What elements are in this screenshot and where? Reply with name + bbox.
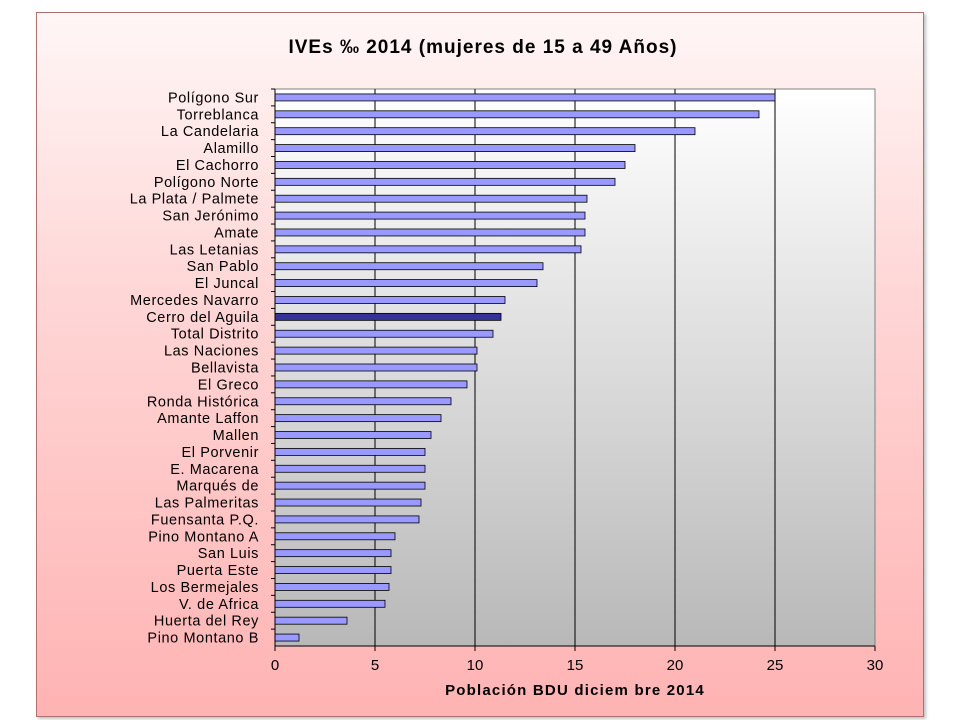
bar [274, 481, 426, 490]
bar-chart: IVEs ‰ 2014 (mujeres de 15 a 49 Años) Po… [130, 37, 884, 699]
category-label: V. de Africa [179, 597, 259, 613]
bars [274, 93, 776, 642]
x-axis-label: Población BDU diciem bre 2014 [445, 682, 705, 699]
category-label: Polígono Norte [154, 175, 259, 191]
x-tick-label: 0 [271, 657, 279, 674]
category-label: San Jerónimo [162, 209, 259, 225]
bar [274, 616, 348, 625]
bar [274, 447, 426, 456]
category-label: Fuensanta P.Q. [151, 512, 259, 528]
category-label: Huerta del Rey [154, 614, 259, 630]
category-label: El Greco [198, 377, 259, 393]
x-tick-label: 5 [371, 657, 379, 674]
category-label: Pino Montano B [147, 631, 259, 647]
bar [274, 414, 442, 423]
category-label: Pino Montano A [148, 529, 259, 545]
bar [274, 380, 468, 389]
bar [274, 279, 538, 288]
category-label: Total Distrito [171, 327, 259, 343]
category-label: Amate [214, 225, 259, 241]
category-label: E. Macarena [170, 462, 259, 478]
bar [274, 363, 478, 372]
bar [274, 93, 776, 102]
category-label: Marqués de [176, 479, 259, 495]
bar [274, 515, 420, 524]
bar [274, 312, 502, 321]
bar [274, 566, 392, 574]
category-label: San Pablo [187, 259, 259, 275]
category-label: Las Naciones [164, 344, 259, 360]
category-label: La Candelaria [161, 124, 259, 140]
bar [274, 127, 696, 136]
bar [274, 194, 588, 203]
bar [274, 599, 386, 608]
category-label: Bellavista [191, 361, 259, 377]
bar [274, 464, 426, 473]
category-label: Los Bermejales [151, 580, 259, 596]
bar [274, 583, 390, 591]
category-label: Puerta Este [177, 563, 259, 579]
category-label: San Luis [198, 546, 259, 562]
x-tick-label: 25 [767, 657, 784, 674]
chart-frame: IVEs ‰ 2014 (mujeres de 15 a 49 Años) Po… [36, 12, 924, 717]
category-label: Polígono Sur [168, 90, 259, 106]
bar [274, 296, 506, 304]
tick-labels: 0 5 10 15 20 25 30 [271, 657, 884, 674]
category-label: Torreblanca [177, 107, 260, 123]
bar [274, 329, 494, 338]
bar [274, 262, 544, 271]
bar [274, 431, 432, 439]
category-label: Las Palmeritas [155, 496, 259, 512]
category-label: El Cachorro [176, 158, 259, 174]
bar [274, 110, 760, 119]
category-label: El Porvenir [181, 445, 259, 461]
category-label: Mercedes Navarro [130, 293, 259, 309]
bar [274, 211, 586, 220]
bar [274, 144, 636, 152]
category-label: Cerro del Aguila [146, 310, 259, 326]
x-tick-label: 20 [667, 657, 684, 674]
bar [274, 498, 422, 507]
x-tick-label: 10 [467, 657, 484, 674]
bar [274, 228, 586, 237]
axes [271, 88, 876, 651]
bar [274, 397, 452, 406]
x-tick-label: 30 [867, 657, 884, 674]
bar [274, 161, 626, 169]
category-label: Alamillo [203, 141, 259, 157]
category-label: La Plata / Palmete [130, 192, 259, 208]
bar [274, 549, 392, 558]
bar [274, 245, 582, 254]
category-label: Ronda Histórica [147, 394, 259, 410]
x-tick-label: 15 [567, 657, 584, 674]
bar [274, 532, 396, 541]
category-label: El Juncal [195, 276, 259, 292]
category-label: Las Letanias [170, 242, 259, 258]
category-label: Mallen [213, 428, 259, 444]
bar [274, 346, 478, 355]
bar [274, 177, 616, 186]
category-label: Amante Laffon [157, 411, 259, 427]
bar [274, 633, 300, 642]
chart-title: IVEs ‰ 2014 (mujeres de 15 a 49 Años) [288, 37, 677, 58]
